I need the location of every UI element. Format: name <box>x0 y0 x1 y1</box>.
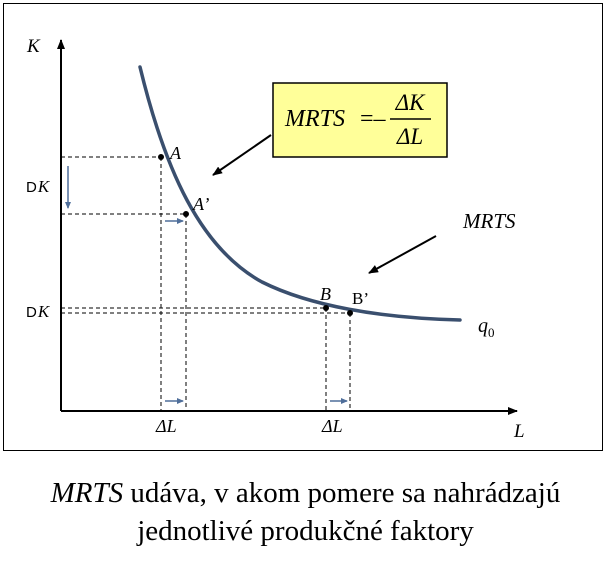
point-a-prime-dot <box>183 211 189 217</box>
delta-k-lower-label: DK <box>26 302 51 321</box>
formula-callout-arrow <box>212 134 272 176</box>
point-b-prime-dot <box>347 310 353 316</box>
point-a-dot <box>158 154 164 160</box>
y-axis-label: K <box>26 36 41 57</box>
point-b-label: B <box>320 284 331 304</box>
caption: MRTS udáva, v akom pomere sa nahrádzajú … <box>0 474 611 550</box>
caption-italic: MRTS <box>50 477 124 509</box>
caption-line1-rest: udáva, v akom pomere sa nahrádzajú <box>123 477 561 509</box>
delta-k-lower-var: K <box>37 302 51 321</box>
mrts-label: MRTS <box>462 209 516 233</box>
formula-lhs: MRTS <box>284 106 345 132</box>
curve-label: q0 <box>478 315 495 340</box>
formula-numerator: ΔK <box>395 90 426 115</box>
isoquant-diagram: K L A A’ B B’ q0 DK DK ΔL ΔL MRTS =– ΔK <box>26 36 525 442</box>
isoquant-curve <box>138 65 462 322</box>
dashed-guides <box>61 156 351 411</box>
delta-k-lower-prefix: D <box>26 304 37 321</box>
point-b-dot <box>323 305 329 311</box>
formula-denominator: ΔL <box>396 124 423 149</box>
mrts-callout-arrow <box>368 235 437 274</box>
delta-k-left-prefix: D <box>26 179 37 196</box>
x-axis-label: L <box>513 421 525 442</box>
point-b-prime-label: B’ <box>352 289 369 308</box>
point-a-prime-label: A’ <box>192 194 209 214</box>
delta-l-right-label: ΔL <box>321 416 343 436</box>
caption-line-2: jednotlivé produkčné faktory <box>137 515 474 547</box>
formula-equals: =– <box>360 106 387 132</box>
point-a-label: A <box>169 143 182 163</box>
curve-label-main: q <box>478 315 488 337</box>
delta-k-left-label: DK <box>26 177 51 196</box>
formula-box <box>272 82 448 158</box>
curve-label-sub: 0 <box>488 325 495 340</box>
caption-line-1: MRTS udáva, v akom pomere sa nahrádzajú <box>0 474 611 512</box>
delta-k-left-var: K <box>37 177 51 196</box>
figure-frame <box>3 3 603 451</box>
delta-l-left-label: ΔL <box>155 416 177 436</box>
